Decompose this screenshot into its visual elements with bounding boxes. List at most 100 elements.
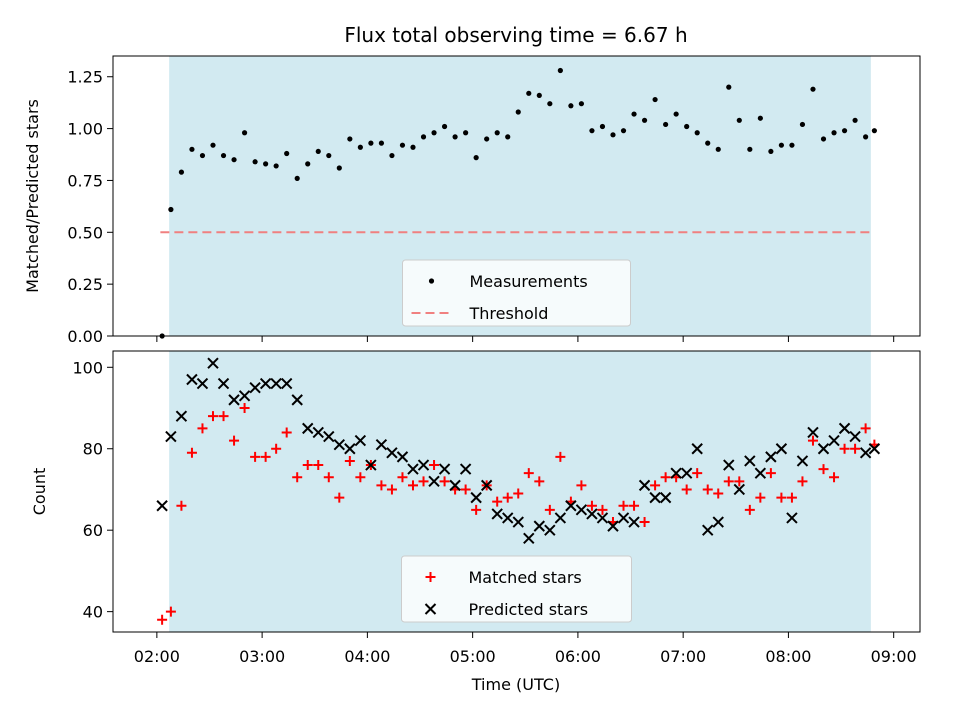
matched-star-point — [713, 488, 724, 499]
measurement-point — [326, 152, 332, 159]
y-tick-label: 0.25 — [67, 275, 103, 294]
x-axis-label: Time (UTC) — [471, 675, 560, 694]
legend-label: Threshold — [469, 304, 549, 323]
matched-star-point — [629, 500, 640, 511]
matched-star-point — [639, 517, 650, 528]
predicted-star-point — [302, 422, 314, 435]
matched-star-point — [239, 403, 250, 414]
predicted-star-point — [196, 377, 209, 390]
x-tick-label: 09:00 — [871, 647, 917, 666]
predicted-star-point — [733, 483, 746, 496]
predicted-star-point — [712, 516, 724, 528]
predicted-star-point — [207, 357, 219, 369]
measurement-point — [789, 142, 795, 148]
measurement-point — [484, 136, 490, 142]
measurement-point — [652, 96, 658, 103]
plot-frame — [112, 55, 921, 337]
measurement-point — [399, 142, 406, 148]
predicted-star-point — [228, 394, 240, 406]
predicted-star-point — [691, 443, 703, 455]
measurement-point — [463, 130, 469, 136]
legend-box — [402, 259, 631, 327]
predicted-star-point — [565, 500, 577, 512]
matched-star-point — [597, 504, 608, 515]
matched-star-point — [765, 468, 776, 479]
matched-star-point — [492, 496, 503, 507]
measurement-point — [220, 152, 227, 159]
measurement-point — [589, 128, 595, 134]
measurement-point — [547, 101, 553, 107]
measurement-point — [178, 169, 185, 175]
predicted-star-point — [344, 443, 356, 455]
y-tick-label: 100 — [72, 358, 103, 377]
matched-star-point — [818, 464, 829, 475]
measurement-point — [694, 130, 700, 136]
measurement-point — [526, 90, 532, 96]
predicted-star-point — [480, 479, 493, 492]
x-tick-label: 03:00 — [239, 647, 285, 666]
predicted-star-point — [649, 491, 661, 504]
matched-star-point — [660, 472, 671, 483]
matched-star-point — [534, 476, 545, 487]
predicted-star-point — [428, 475, 440, 488]
measurement-point — [852, 117, 858, 123]
plot-frame — [112, 350, 921, 633]
matched-star-point — [186, 447, 197, 458]
measurement-point — [168, 206, 174, 213]
predicted-star-point — [828, 434, 840, 447]
measurement-point — [336, 165, 342, 171]
x-tick-label: 07:00 — [660, 647, 706, 666]
measurement-point — [536, 92, 542, 99]
matched-star-point — [797, 476, 808, 487]
measurement-point — [368, 140, 374, 146]
matched-star-point — [618, 500, 629, 511]
matched-star-point — [376, 480, 387, 491]
predicted-star-point — [786, 512, 798, 524]
predicted-star-point — [723, 459, 735, 471]
measurement-point — [420, 134, 427, 140]
matched-star-point — [829, 472, 840, 483]
measurement-point — [410, 144, 416, 150]
matched-star-point — [323, 472, 334, 483]
predicted-star-point — [365, 459, 377, 471]
measurement-point — [378, 140, 385, 146]
predicted-star-point — [775, 443, 788, 455]
predicted-star-point — [544, 524, 556, 536]
measurement-point — [273, 163, 279, 169]
measurement-point — [663, 121, 669, 128]
matched-star-point — [807, 435, 818, 446]
legend-dot-marker — [428, 278, 435, 284]
predicted-star-point — [628, 516, 640, 528]
predicted-star-point — [280, 377, 293, 390]
matched-star-point — [439, 476, 450, 487]
matched-star-point — [544, 504, 555, 515]
predicted-star-point — [312, 426, 324, 439]
legend: Matched stars Predicted stars — [401, 555, 632, 623]
predicted-star-point — [333, 438, 346, 451]
matched-star-point — [681, 484, 692, 495]
predicted-star-point — [249, 381, 261, 394]
legend-label: Predicted stars — [469, 600, 589, 619]
matched-star-point — [407, 480, 418, 491]
predicted-star-point — [470, 491, 482, 504]
predicted-star-point — [217, 377, 230, 390]
legend-x-marker — [424, 603, 437, 615]
chart-title: Flux total observing time = 6.67 h — [344, 23, 687, 47]
measurement-point — [557, 67, 563, 74]
matched-star-point — [397, 472, 408, 483]
y-tick-label: 60 — [83, 521, 103, 540]
predicted-star-point — [796, 455, 809, 467]
x-tick-label: 06:00 — [555, 647, 601, 666]
predicted-star-point — [680, 467, 693, 479]
predicted-star-point — [323, 430, 335, 443]
predicted-star-point — [586, 508, 598, 520]
legend-plus-marker — [425, 572, 436, 582]
measurement-point — [871, 128, 877, 134]
matched-star-point — [555, 451, 566, 462]
measurement-point — [684, 123, 690, 130]
predicted-star-point — [638, 479, 651, 492]
predicted-star-point — [354, 434, 367, 447]
x-tick-label: 05:00 — [450, 647, 496, 666]
legend-box — [401, 555, 632, 623]
matched-star-point — [692, 468, 703, 479]
